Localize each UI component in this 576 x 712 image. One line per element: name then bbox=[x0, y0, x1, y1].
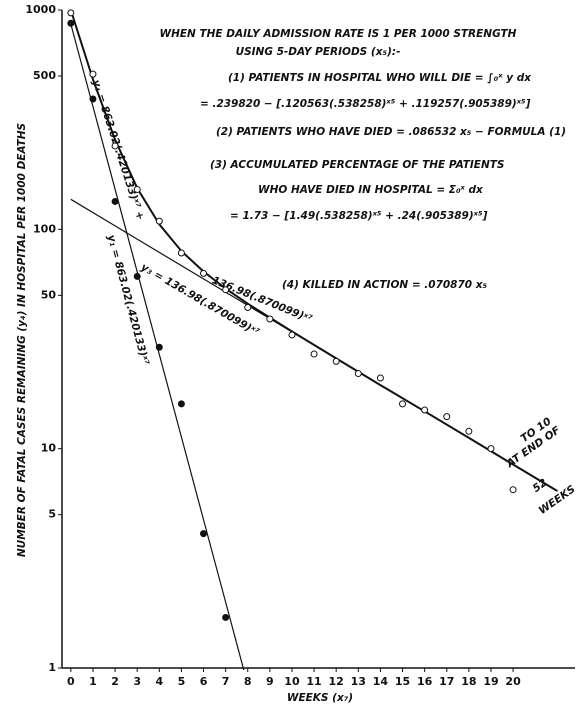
x-tick-label: 8 bbox=[244, 675, 252, 688]
data-point bbox=[177, 400, 185, 408]
annotation: USING 5-DAY PERIODS (x₅):- bbox=[236, 46, 401, 58]
y-tick-label: 500 bbox=[33, 69, 56, 82]
x-axis-label: WEEKS (x₇) bbox=[287, 692, 353, 704]
y-tick-label: 50 bbox=[41, 288, 57, 301]
x-tick-label: 13 bbox=[351, 675, 366, 688]
data-point bbox=[487, 445, 495, 453]
data-point bbox=[399, 400, 407, 408]
annotation: (4) KILLED IN ACTION = .070870 x₅ bbox=[282, 279, 488, 291]
annotation: WHEN THE DAILY ADMISSION RATE IS 1 PER 1… bbox=[160, 28, 517, 40]
data-point bbox=[200, 530, 208, 538]
fitted-curve bbox=[70, 23, 245, 670]
data-point bbox=[133, 272, 141, 280]
data-point bbox=[465, 427, 473, 435]
annotation: = .239820 − [.120563(.538258)ˣ⁵ + .11925… bbox=[200, 98, 531, 110]
y-tick-label: 1000 bbox=[25, 3, 56, 16]
y-axis-label: NUMBER OF FATAL CASES REMAINING (y₄) IN … bbox=[16, 123, 28, 557]
x-tick-label: 20 bbox=[505, 675, 521, 688]
y-tick-label: 10 bbox=[41, 442, 57, 455]
x-tick-label: 4 bbox=[155, 675, 163, 688]
annotation: = 1.73 − [1.49(.538258)ˣ⁵ + .24(.905389)… bbox=[230, 210, 488, 222]
x-tick-label: 10 bbox=[284, 675, 300, 688]
y-tick-label: 5 bbox=[48, 508, 56, 521]
data-point bbox=[89, 70, 97, 78]
data-point bbox=[421, 406, 429, 414]
x-tick-label: 6 bbox=[200, 675, 208, 688]
x-tick-label: 15 bbox=[395, 675, 410, 688]
x-tick-label: 0 bbox=[67, 675, 75, 688]
data-point bbox=[89, 95, 97, 103]
data-point bbox=[376, 374, 384, 382]
annotation: WHO HAVE DIED IN HOSPITAL = Σ₀ˣ dx bbox=[258, 184, 484, 196]
data-point bbox=[354, 370, 362, 378]
annotation: (2) PATIENTS WHO HAVE DIED = .086532 x₅ … bbox=[216, 126, 566, 138]
x-tick-label: 17 bbox=[439, 675, 454, 688]
x-tick-label: 14 bbox=[373, 675, 389, 688]
data-point bbox=[222, 286, 230, 294]
data-point bbox=[332, 357, 340, 365]
x-tick-label: 5 bbox=[178, 675, 186, 688]
x-tick-label: 16 bbox=[417, 675, 433, 688]
data-point bbox=[266, 315, 274, 323]
x-tick-label: 2 bbox=[111, 675, 119, 688]
data-point bbox=[155, 343, 163, 351]
annotation: (1) PATIENTS IN HOSPITAL WHO WILL DIE = … bbox=[228, 72, 532, 84]
x-tick-label: 12 bbox=[329, 675, 344, 688]
x-tick-label: 18 bbox=[461, 675, 476, 688]
y-tick-label: 1 bbox=[48, 661, 56, 674]
data-point bbox=[111, 197, 119, 205]
data-point bbox=[177, 249, 185, 257]
y-tick-label: 100 bbox=[33, 222, 56, 235]
x-tick-label: 19 bbox=[483, 675, 498, 688]
curves bbox=[69, 9, 558, 670]
data-point bbox=[133, 185, 141, 193]
x-tick-label: 7 bbox=[222, 675, 230, 688]
x-tick-label: 11 bbox=[306, 675, 321, 688]
data-point bbox=[244, 304, 252, 312]
data-point bbox=[443, 413, 451, 421]
data-point bbox=[67, 19, 75, 27]
data-point bbox=[288, 331, 296, 339]
x-tick-label: 3 bbox=[133, 675, 141, 688]
data-point bbox=[200, 269, 208, 277]
data-point bbox=[222, 613, 230, 621]
x-tick-label: 9 bbox=[266, 675, 274, 688]
data-point bbox=[310, 350, 318, 358]
data-point bbox=[67, 9, 75, 17]
data-point bbox=[155, 217, 163, 225]
fitted-curve bbox=[69, 9, 558, 492]
data-point bbox=[509, 486, 517, 494]
annotation: (3) ACCUMULATED PERCENTAGE OF THE PATIEN… bbox=[210, 159, 504, 171]
data-point bbox=[111, 142, 119, 150]
x-tick-label: 1 bbox=[89, 675, 97, 688]
